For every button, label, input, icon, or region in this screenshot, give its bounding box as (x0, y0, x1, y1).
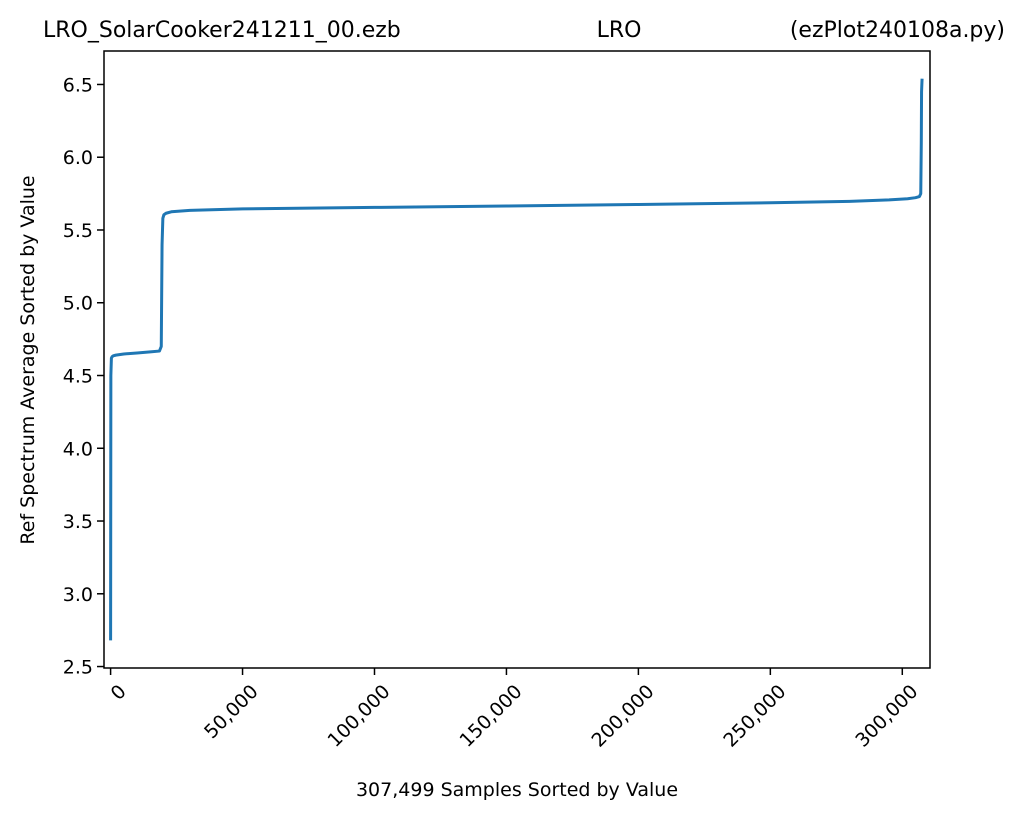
y-axis-ticks: 2.5 3.0 3.5 4.0 4.5 5.0 5.5 6.0 6.5 (63, 74, 104, 679)
header-center-text: LRO (597, 18, 642, 43)
header-left-text: LRO_SolarCooker241211_00.ezb (43, 18, 401, 43)
y-tick-label: 5.5 (63, 220, 93, 242)
y-tick-label: 6.5 (63, 74, 93, 96)
y-tick-label: 4.0 (63, 438, 93, 460)
y-tick-label: 2.5 (63, 657, 93, 679)
x-tick-label: 200,000 (587, 681, 658, 752)
y-tick-label: 4.5 (63, 366, 93, 388)
header-right-text: (ezPlot240108a.py) (790, 18, 1005, 43)
y-tick-label: 3.5 (63, 511, 93, 533)
x-axis-label: 307,499 Samples Sorted by Value (356, 779, 678, 801)
x-tick-label: 0 (107, 681, 131, 705)
y-tick-label: 6.0 (63, 147, 93, 169)
y-tick-label: 3.0 (63, 584, 93, 606)
y-tick-label: 5.0 (63, 293, 93, 315)
x-tick-label: 300,000 (851, 681, 922, 752)
series-line (109, 78, 924, 641)
x-axis-ticks: 0 50,000 100,000 150,000 200,000 250,000 300,0… (107, 668, 922, 752)
plot-frame (103, 50, 931, 669)
plot-area (103, 50, 931, 669)
x-tick-label: 150,000 (455, 681, 526, 752)
x-tick-label: 100,000 (324, 681, 395, 752)
x-tick-label: 250,000 (719, 681, 790, 752)
y-axis-label: Ref Spectrum Average Sorted by Value (17, 175, 39, 544)
x-tick-label: 50,000 (200, 681, 263, 744)
